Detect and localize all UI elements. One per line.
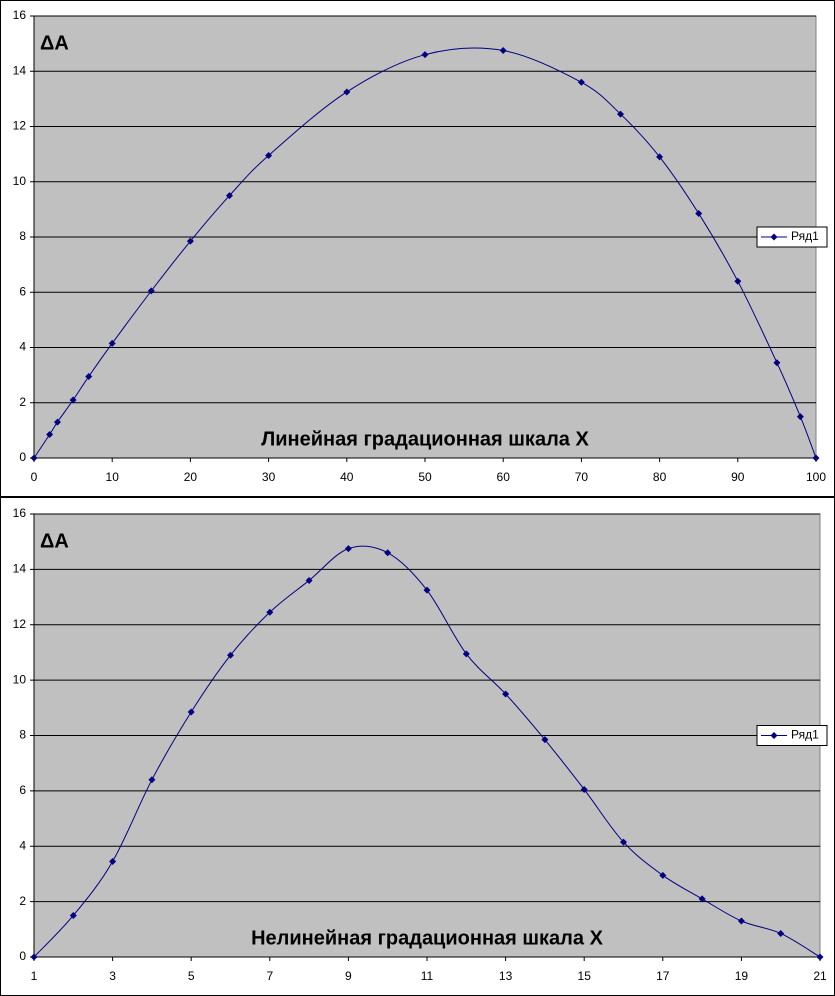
x-tick-label: 0 <box>31 470 38 484</box>
x-tick-label: 10 <box>106 470 120 484</box>
y-tick-label: 16 <box>13 8 27 22</box>
marker <box>737 917 745 925</box>
y-tick-label: 8 <box>19 229 26 243</box>
x-tick-label: 9 <box>345 969 352 983</box>
marker <box>423 586 431 594</box>
x-axis-label: Линейная градационная шкала X <box>261 428 589 450</box>
y-tick-label: 6 <box>19 783 26 797</box>
x-tick-label: 90 <box>731 470 745 484</box>
marker <box>812 454 820 462</box>
marker <box>695 210 703 218</box>
marker <box>698 895 706 903</box>
x-tick-label: 100 <box>806 470 826 484</box>
marker <box>109 857 117 865</box>
marker <box>656 153 664 161</box>
marker <box>148 776 156 784</box>
marker <box>85 373 93 381</box>
marker <box>384 549 392 557</box>
x-axis-label: Нелинейная градационная шкала X <box>251 927 603 949</box>
y-tick-label: 12 <box>13 617 27 631</box>
marker <box>343 88 351 96</box>
x-tick-label: 3 <box>109 969 116 983</box>
legend <box>756 226 828 248</box>
marker <box>462 650 470 658</box>
x-tick-label: 40 <box>340 470 354 484</box>
marker <box>187 708 195 716</box>
marker <box>69 911 77 919</box>
y-tick-label: 8 <box>19 728 26 742</box>
marker <box>46 431 54 439</box>
x-tick-label: 5 <box>188 969 195 983</box>
y-axis-label: ΔA <box>40 32 69 54</box>
x-tick-label: 80 <box>653 470 667 484</box>
legend <box>756 725 828 746</box>
legend-label: Ряд1 <box>791 728 819 742</box>
series-line <box>33 47 817 459</box>
marker <box>53 418 61 426</box>
marker <box>816 953 824 961</box>
marker <box>502 690 510 698</box>
marker <box>226 192 233 200</box>
marker <box>30 454 38 462</box>
y-tick-label: 14 <box>13 63 27 77</box>
y-tick-label: 2 <box>19 395 26 409</box>
legend-marker <box>770 233 778 241</box>
x-tick-label: 11 <box>421 969 434 983</box>
marker <box>617 110 624 118</box>
x-tick-label: 20 <box>184 470 198 484</box>
marker <box>777 929 785 937</box>
marker <box>186 237 194 245</box>
y-tick-label: 16 <box>13 506 27 520</box>
marker <box>580 785 588 793</box>
x-tick-label: 15 <box>578 969 592 983</box>
marker <box>734 277 742 285</box>
y-axis-label: ΔA <box>40 530 69 552</box>
marker <box>108 339 116 347</box>
marker <box>796 413 804 421</box>
marker <box>265 152 273 160</box>
x-tick-label: 30 <box>262 470 276 484</box>
x-tick-label: 17 <box>656 969 670 983</box>
legend-marker <box>770 732 778 739</box>
marker <box>541 736 549 744</box>
marker <box>30 953 38 961</box>
marker <box>344 545 352 553</box>
marker <box>69 396 77 404</box>
marker <box>266 608 274 616</box>
legend-label: Ряд1 <box>791 229 819 243</box>
x-tick-label: 19 <box>735 969 749 983</box>
y-tick-label: 10 <box>13 672 27 686</box>
y-tick-label: 12 <box>13 119 27 133</box>
marker <box>305 576 313 584</box>
x-tick-label: 13 <box>499 969 513 983</box>
y-tick-label: 4 <box>19 340 26 354</box>
series-line <box>33 545 821 958</box>
marker <box>227 651 234 659</box>
y-tick-label: 0 <box>19 949 26 963</box>
y-tick-label: 4 <box>19 838 26 852</box>
y-tick-label: 14 <box>13 562 27 576</box>
marker <box>620 838 627 846</box>
y-tick-label: 6 <box>19 284 26 298</box>
marker <box>577 78 585 86</box>
x-tick-label: 60 <box>497 470 511 484</box>
y-tick-label: 2 <box>19 894 26 908</box>
marker <box>421 51 429 59</box>
x-tick-label: 7 <box>266 969 273 983</box>
y-tick-label: 10 <box>13 174 27 188</box>
x-tick-label: 1 <box>31 969 38 983</box>
marker <box>499 47 507 55</box>
marker <box>659 871 667 879</box>
x-tick-label: 50 <box>418 470 432 484</box>
x-tick-label: 21 <box>813 969 827 983</box>
x-tick-label: 70 <box>575 470 589 484</box>
marker <box>147 287 155 295</box>
marker <box>773 359 781 367</box>
y-tick-label: 0 <box>19 450 26 464</box>
